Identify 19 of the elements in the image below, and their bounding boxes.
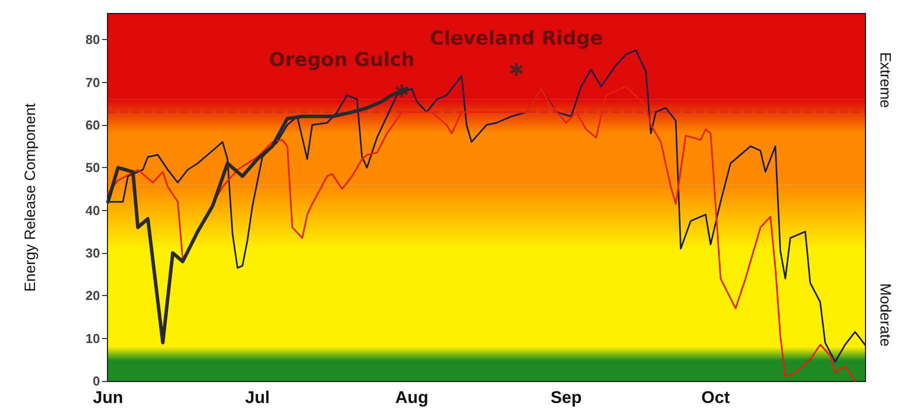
data-label: Oregon Gulch <box>269 48 415 71</box>
x-tick-label: Sep <box>550 388 582 407</box>
x-tick-label: Jul <box>245 388 270 407</box>
y-axis-title: Energy Release Component <box>22 102 39 292</box>
y-tick-label: 30 <box>86 245 100 260</box>
y-tick-label: 40 <box>86 202 100 218</box>
y-tick-label: 50 <box>86 160 100 176</box>
y-tick-label: 70 <box>86 74 100 90</box>
data-label: Cleveland Ridge <box>430 27 603 50</box>
y-tick-label: 60 <box>86 117 100 132</box>
text: Extreme <box>876 52 894 108</box>
y-tick-label: 20 <box>86 288 100 304</box>
x-tick-label: Oct <box>701 388 730 407</box>
y-tick-label: 80 <box>86 32 100 48</box>
y-tick-label: 10 <box>86 330 100 346</box>
x-tick-label: Jun <box>92 388 124 407</box>
text: Moderate <box>876 283 894 347</box>
y-tick-label: 0 <box>92 374 100 388</box>
x-tick-label: Aug <box>395 388 428 407</box>
